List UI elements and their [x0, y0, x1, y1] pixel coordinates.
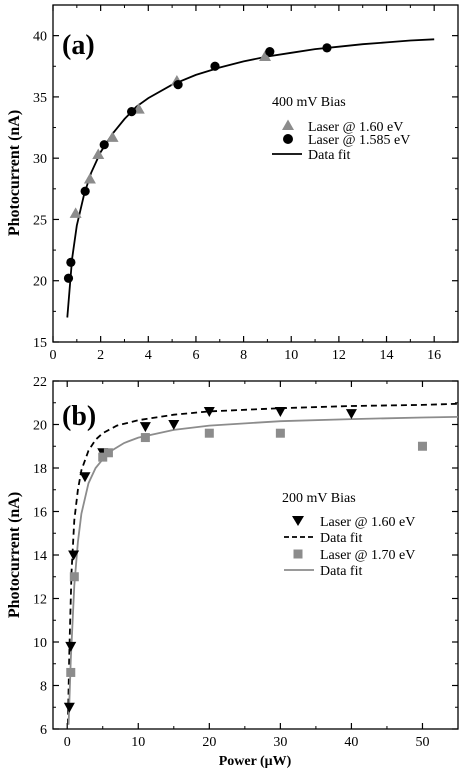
panel-a-data-point-circle	[66, 257, 76, 267]
panel-a-x-tick-label: 0	[50, 348, 57, 363]
panel-a-data-point-circle	[99, 140, 109, 150]
panel-a-x-tick-label: 16	[427, 348, 441, 363]
panel-a-x-tick-label: 14	[380, 348, 394, 363]
panel-a-legend-title: 400 mV Bias	[272, 95, 346, 110]
panel-b-x-tick-label: 0	[64, 735, 71, 750]
panel-b-data-point-square	[140, 433, 150, 443]
panel-b-data-point-triangle-down	[168, 420, 180, 430]
panel-a-data-point-circle	[127, 107, 137, 117]
panel-b-legend-square-marker	[293, 549, 303, 559]
panel-b-y-tick-label: 6	[40, 723, 47, 738]
panel-a-x-tick-label: 6	[192, 348, 199, 363]
panel-b-y-tick-label: 20	[33, 419, 47, 434]
panel-b-data-point-triangle-down	[203, 406, 215, 417]
panel-a-data-point-triangle-up	[106, 131, 119, 142]
panel-a-y-tick-label: 15	[33, 336, 47, 351]
panel-a: 0 2 4 6 8 10 12 14 16 15 20 25 30 35 40 (a) Photocurre…	[6, 4, 459, 363]
panel-b-legend-label-3: Laser @ 1.70 eV	[320, 548, 415, 563]
panel-b-data-point-square	[417, 441, 427, 451]
panel-a-axes: 0 2 4 6 8 10 12 14 16 15 20 25 30 35 40	[33, 5, 458, 363]
panel-b-legend: 200 mV Bias Laser @ 1.60 eV Data fit Las…	[282, 491, 415, 579]
panel-b-x-tick-label: 40	[344, 735, 358, 750]
panel-a-data	[63, 38, 435, 318]
panel-b-data-point-square	[204, 428, 214, 438]
panel-a-data-point-triangle-up	[69, 207, 82, 218]
panel-b-y-tick-label: 16	[33, 506, 47, 521]
panel-b-x-tick-label: 20	[202, 735, 216, 750]
panel-b-data-point-square	[275, 428, 285, 438]
panel-b-legend-label-4: Data fit	[320, 564, 362, 579]
panel-a-y-tick-label: 40	[33, 30, 47, 45]
panel-b-data-point-triangle-down	[345, 409, 357, 420]
panel-b-legend-label-2: Data fit	[320, 531, 362, 546]
panel-b-data-point-triangle-down	[274, 406, 286, 417]
panel-b-data-point-square	[66, 667, 76, 677]
panel-a-data-point-circle	[173, 80, 183, 90]
panel-a-y-tick-label: 35	[33, 91, 47, 106]
panel-b-label: (b)	[62, 401, 96, 432]
panel-a-legend-triangle-marker	[282, 119, 294, 130]
panel-a-fit-line	[66, 38, 435, 318]
panel-b-fit-line	[67, 416, 459, 725]
panel-a-x-tick-label: 12	[332, 348, 346, 363]
panel-b-xlabel: Power (μW)	[219, 754, 292, 769]
panel-b-legend-label-1: Laser @ 1.60 eV	[320, 515, 415, 530]
panel-a-legend-label-2: Laser @ 1.585 eV	[308, 133, 410, 148]
panel-a-data-point-circle	[322, 43, 332, 53]
panel-a-data-point-circle	[210, 61, 220, 71]
panel-b-y-tick-label: 22	[33, 375, 47, 390]
panel-a-data-point-triangle-up	[83, 173, 96, 184]
panel-b-y-tick-label: 14	[33, 549, 47, 564]
panel-a-data-point-triangle-up	[92, 148, 105, 160]
panel-b-data	[63, 402, 459, 725]
panel-b-ylabel: Photocurrent (nA)	[6, 492, 23, 618]
panel-a-x-tick-label: 10	[284, 348, 298, 363]
panel-b-legend-title: 200 mV Bias	[282, 491, 356, 506]
panel-b-y-tick-label: 8	[40, 680, 47, 695]
panel-a-data-point-circle	[80, 186, 90, 196]
panel-b-data-point-square	[103, 448, 113, 458]
panel-a-x-tick-label: 4	[145, 348, 152, 363]
panel-b-x-tick-label: 30	[273, 735, 287, 750]
panel-a-y-tick-label: 25	[33, 213, 47, 228]
panel-a-x-tick-label: 2	[97, 348, 104, 363]
panel-a-y-tick-label: 20	[33, 275, 47, 290]
panel-b-data-point-triangle-down	[65, 641, 77, 652]
panel-b-y-tick-label: 18	[33, 462, 47, 477]
panel-a-legend-circle-marker	[283, 134, 293, 144]
panel-a-data-point-triangle-up	[259, 50, 272, 61]
panel-a-legend: 400 mV Bias Laser @ 1.60 eV Laser @ 1.58…	[272, 95, 410, 163]
panel-b-x-tick-label: 10	[131, 735, 145, 750]
panel-a-legend-label-3: Data fit	[308, 148, 350, 163]
panel-b-data-point-triangle-down	[79, 472, 91, 483]
panel-b: 0 10 20 30 40 50 6 8 10 12 14 16 18 20 22 (b) Photocur…	[6, 375, 459, 769]
panel-b-y-tick-label: 10	[33, 636, 47, 651]
panel-a-y-tick-label: 30	[33, 152, 47, 167]
panel-a-data-point-circle	[63, 273, 74, 283]
panel-a-data-point-circle	[265, 46, 275, 57]
panel-a-legend-label-1: Laser @ 1.60 eV	[308, 120, 403, 135]
panel-b-data-point-triangle-down	[63, 702, 75, 713]
panel-b-axes: 0 10 20 30 40 50 6 8 10 12 14 16 18 20 22	[33, 375, 458, 750]
panel-b-x-tick-label: 50	[415, 735, 429, 750]
panel-b-fit-line	[67, 402, 459, 725]
panel-b-data-point-square	[69, 572, 79, 582]
panel-b-data-point-triangle-down	[68, 550, 80, 561]
panel-b-data-point-square	[98, 452, 108, 462]
panel-b-y-tick-label: 12	[33, 593, 47, 608]
panel-a-x-tick-label: 8	[240, 348, 247, 363]
panel-b-legend-down-triangle-marker	[292, 516, 304, 526]
panel-a-label: (a)	[62, 30, 95, 61]
panel-b-data-point-triangle-down	[139, 422, 151, 433]
panel-a-plot-frame	[52, 4, 459, 343]
panel-a-ylabel: Photocurrent (nA)	[6, 110, 23, 236]
